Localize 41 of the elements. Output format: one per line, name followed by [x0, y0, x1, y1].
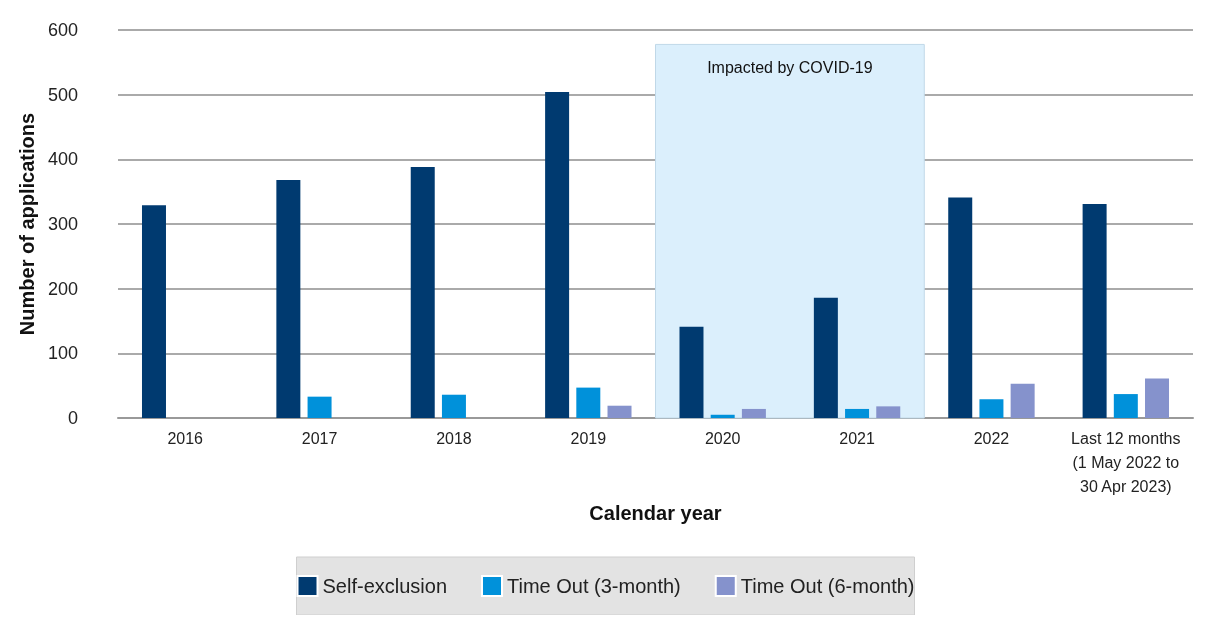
y-tick-label: 600: [47, 20, 78, 40]
bar: [410, 167, 435, 418]
bar: [1113, 394, 1138, 418]
bar: [545, 92, 570, 418]
bar: [679, 326, 704, 418]
x-axis-title: Calendar year: [589, 501, 722, 524]
bar: [441, 394, 466, 418]
x-tick-label: 2018: [436, 429, 472, 447]
legend-label: Time Out (3-month): [507, 575, 681, 597]
bar: [876, 406, 901, 418]
legend-label: Self-exclusion: [322, 575, 448, 597]
bar: [948, 197, 973, 418]
bar: [845, 408, 870, 418]
y-tick-label: 400: [47, 149, 78, 170]
bar: [1145, 378, 1170, 418]
x-tick-label: 2021: [839, 429, 875, 447]
bar: [1082, 203, 1107, 418]
bar: [276, 180, 301, 418]
x-tick-label: 2020: [704, 429, 741, 447]
x-tick-label: 2017: [301, 429, 338, 447]
bar: [141, 205, 166, 418]
bar: [607, 405, 632, 418]
y-tick-label: 500: [47, 84, 78, 105]
x-tick-label: 2019: [570, 429, 607, 447]
bar: [710, 414, 735, 418]
y-tick-label: 200: [47, 278, 78, 299]
y-tick-label: 100: [47, 343, 78, 364]
x-tick-label: 2016: [167, 429, 204, 447]
y-axis-title: Number of applications: [16, 112, 39, 336]
bar: [307, 396, 332, 418]
legend-label: Time Out (6-month): [740, 575, 915, 597]
y-tick-label: 0: [67, 408, 78, 428]
bar: [741, 408, 766, 418]
bar: [1010, 383, 1035, 418]
x-tick-label: 2022: [973, 429, 1010, 447]
band-label: Impacted by COVID-19: [707, 59, 873, 77]
bar: [979, 399, 1004, 418]
x-tick-label: Last 12 months (1 May 2022 to 30 Apr 2023): [1071, 429, 1181, 495]
bar: [813, 297, 838, 418]
bar: [576, 387, 601, 418]
y-tick-label: 300: [47, 214, 78, 234]
